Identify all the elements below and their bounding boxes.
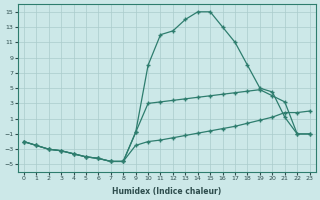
X-axis label: Humidex (Indice chaleur): Humidex (Indice chaleur) bbox=[112, 187, 221, 196]
